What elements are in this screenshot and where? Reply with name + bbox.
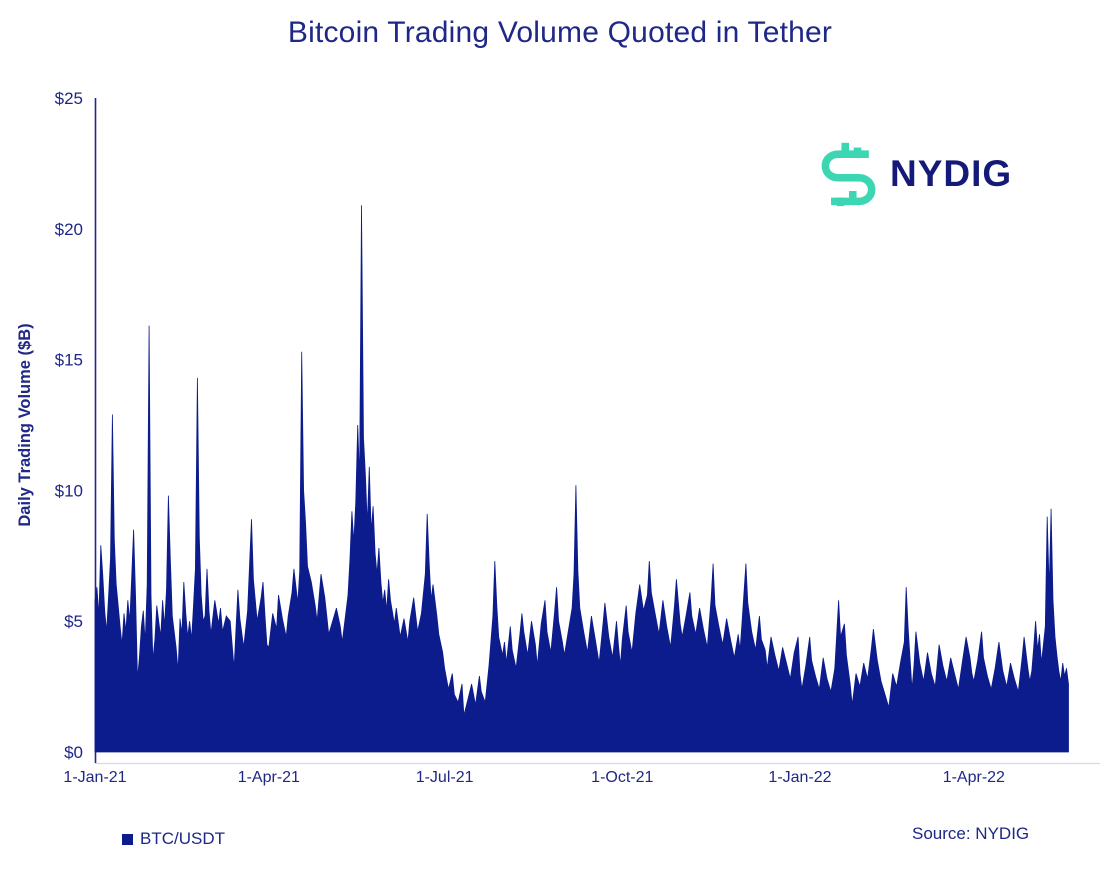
x-tick-label: 1-Apr-21 bbox=[238, 769, 300, 786]
x-tick-label: 1-Jan-22 bbox=[768, 769, 831, 786]
y-tick-label: $25 bbox=[55, 89, 83, 108]
area-series-btc-usdt bbox=[94, 205, 1069, 753]
page-title: Bitcoin Trading Volume Quoted in Tether bbox=[287, 16, 833, 49]
nydig-logo: NYDIG bbox=[818, 140, 1012, 208]
nydig-wordmark: NYDIG bbox=[890, 153, 1013, 194]
x-tick-label: 1-Jul-21 bbox=[416, 769, 474, 786]
x-tick-label: 1-Apr-22 bbox=[943, 769, 1005, 786]
y-axis-title: Daily Trading Volume ($B) bbox=[16, 323, 34, 526]
source-note: Source: NYDIG bbox=[912, 824, 1030, 843]
legend-label-btc-usdt: BTC/USDT bbox=[140, 829, 225, 848]
chart-legend: BTC/USDT bbox=[122, 829, 225, 849]
y-tick-label: $10 bbox=[55, 481, 83, 500]
x-tick-label: 1-Jan-21 bbox=[63, 769, 126, 786]
y-tick-label: $0 bbox=[64, 743, 83, 762]
legend-swatch-btc-usdt bbox=[122, 833, 133, 845]
y-tick-label: $5 bbox=[64, 612, 83, 631]
x-tick-label: 1-Oct-21 bbox=[591, 769, 653, 786]
y-tick-label: $15 bbox=[55, 351, 83, 370]
y-tick-label: $20 bbox=[55, 220, 83, 239]
nydig-dollar-pipes-icon bbox=[821, 142, 876, 207]
